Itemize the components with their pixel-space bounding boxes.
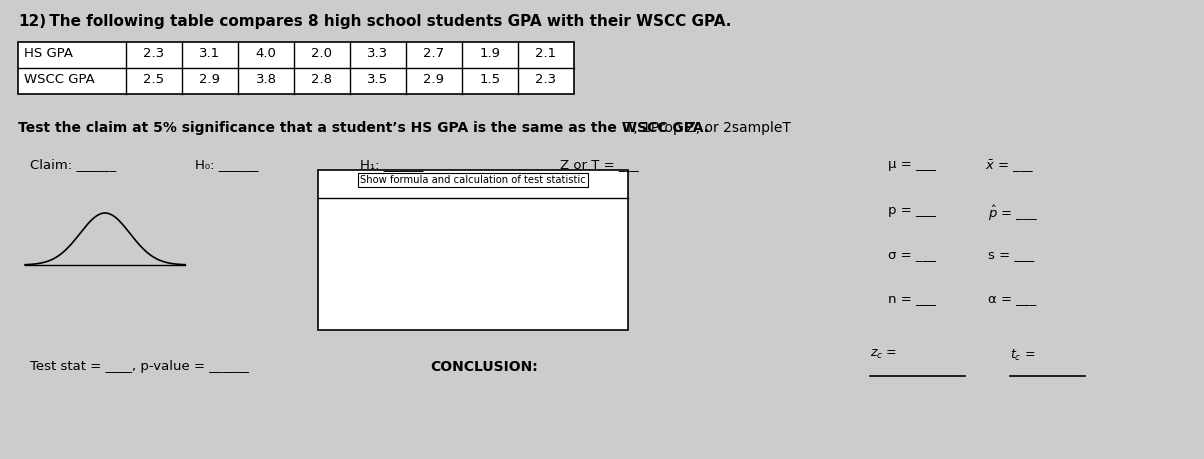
Text: $\hat{p}$ = ___: $\hat{p}$ = ___ bbox=[988, 204, 1038, 223]
Text: σ = ___: σ = ___ bbox=[889, 248, 936, 261]
Text: n = ___: n = ___ bbox=[889, 292, 936, 305]
Text: 2.9: 2.9 bbox=[200, 73, 220, 86]
Text: Test stat = ____, p-value = ______: Test stat = ____, p-value = ______ bbox=[30, 360, 249, 373]
Text: 2.3: 2.3 bbox=[536, 73, 556, 86]
Text: T, 1Prop Z, or 2sampleT: T, 1Prop Z, or 2sampleT bbox=[616, 121, 791, 135]
Text: $t_c$ =: $t_c$ = bbox=[1010, 348, 1035, 363]
Text: Test the claim at 5% significance that a student’s HS GPA is the same as the WSC: Test the claim at 5% significance that a… bbox=[18, 121, 709, 135]
Text: 2.8: 2.8 bbox=[312, 73, 332, 86]
Text: 2.3: 2.3 bbox=[143, 47, 165, 60]
Text: $z_c$ =: $z_c$ = bbox=[870, 348, 897, 361]
Text: 2.0: 2.0 bbox=[312, 47, 332, 60]
Text: 2.5: 2.5 bbox=[143, 73, 165, 86]
Text: 1.9: 1.9 bbox=[479, 47, 501, 60]
Text: Z or T = ___: Z or T = ___ bbox=[560, 158, 639, 171]
Text: s = ___: s = ___ bbox=[988, 248, 1034, 261]
Bar bbox=[318, 170, 628, 330]
Text: 3.8: 3.8 bbox=[255, 73, 277, 86]
Text: Show formula and calculation of test statistic: Show formula and calculation of test sta… bbox=[360, 175, 586, 185]
Text: 12): 12) bbox=[18, 14, 46, 29]
Text: 3.5: 3.5 bbox=[367, 73, 389, 86]
Text: H₁: ______: H₁: ______ bbox=[360, 158, 424, 171]
Bar bbox=[18, 42, 574, 94]
Text: 4.0: 4.0 bbox=[255, 47, 277, 60]
Text: HS GPA: HS GPA bbox=[24, 47, 73, 60]
Text: 3.1: 3.1 bbox=[200, 47, 220, 60]
Text: The following table compares 8 high school students GPA with their WSCC GPA.: The following table compares 8 high scho… bbox=[45, 14, 731, 29]
Text: CONCLUSION:: CONCLUSION: bbox=[430, 360, 538, 374]
Text: 2.7: 2.7 bbox=[424, 47, 444, 60]
Text: H₀: ______: H₀: ______ bbox=[195, 158, 259, 171]
Text: Claim: ______: Claim: ______ bbox=[30, 158, 116, 171]
Text: p = ___: p = ___ bbox=[889, 204, 936, 217]
Text: 3.3: 3.3 bbox=[367, 47, 389, 60]
Text: 1.5: 1.5 bbox=[479, 73, 501, 86]
Text: α = ___: α = ___ bbox=[988, 292, 1037, 305]
Text: μ = ___: μ = ___ bbox=[889, 158, 936, 171]
Text: 2.1: 2.1 bbox=[536, 47, 556, 60]
Text: WSCC GPA: WSCC GPA bbox=[24, 73, 95, 86]
Text: 2.9: 2.9 bbox=[424, 73, 444, 86]
Text: $\bar{x}$ = ___: $\bar{x}$ = ___ bbox=[985, 158, 1034, 174]
